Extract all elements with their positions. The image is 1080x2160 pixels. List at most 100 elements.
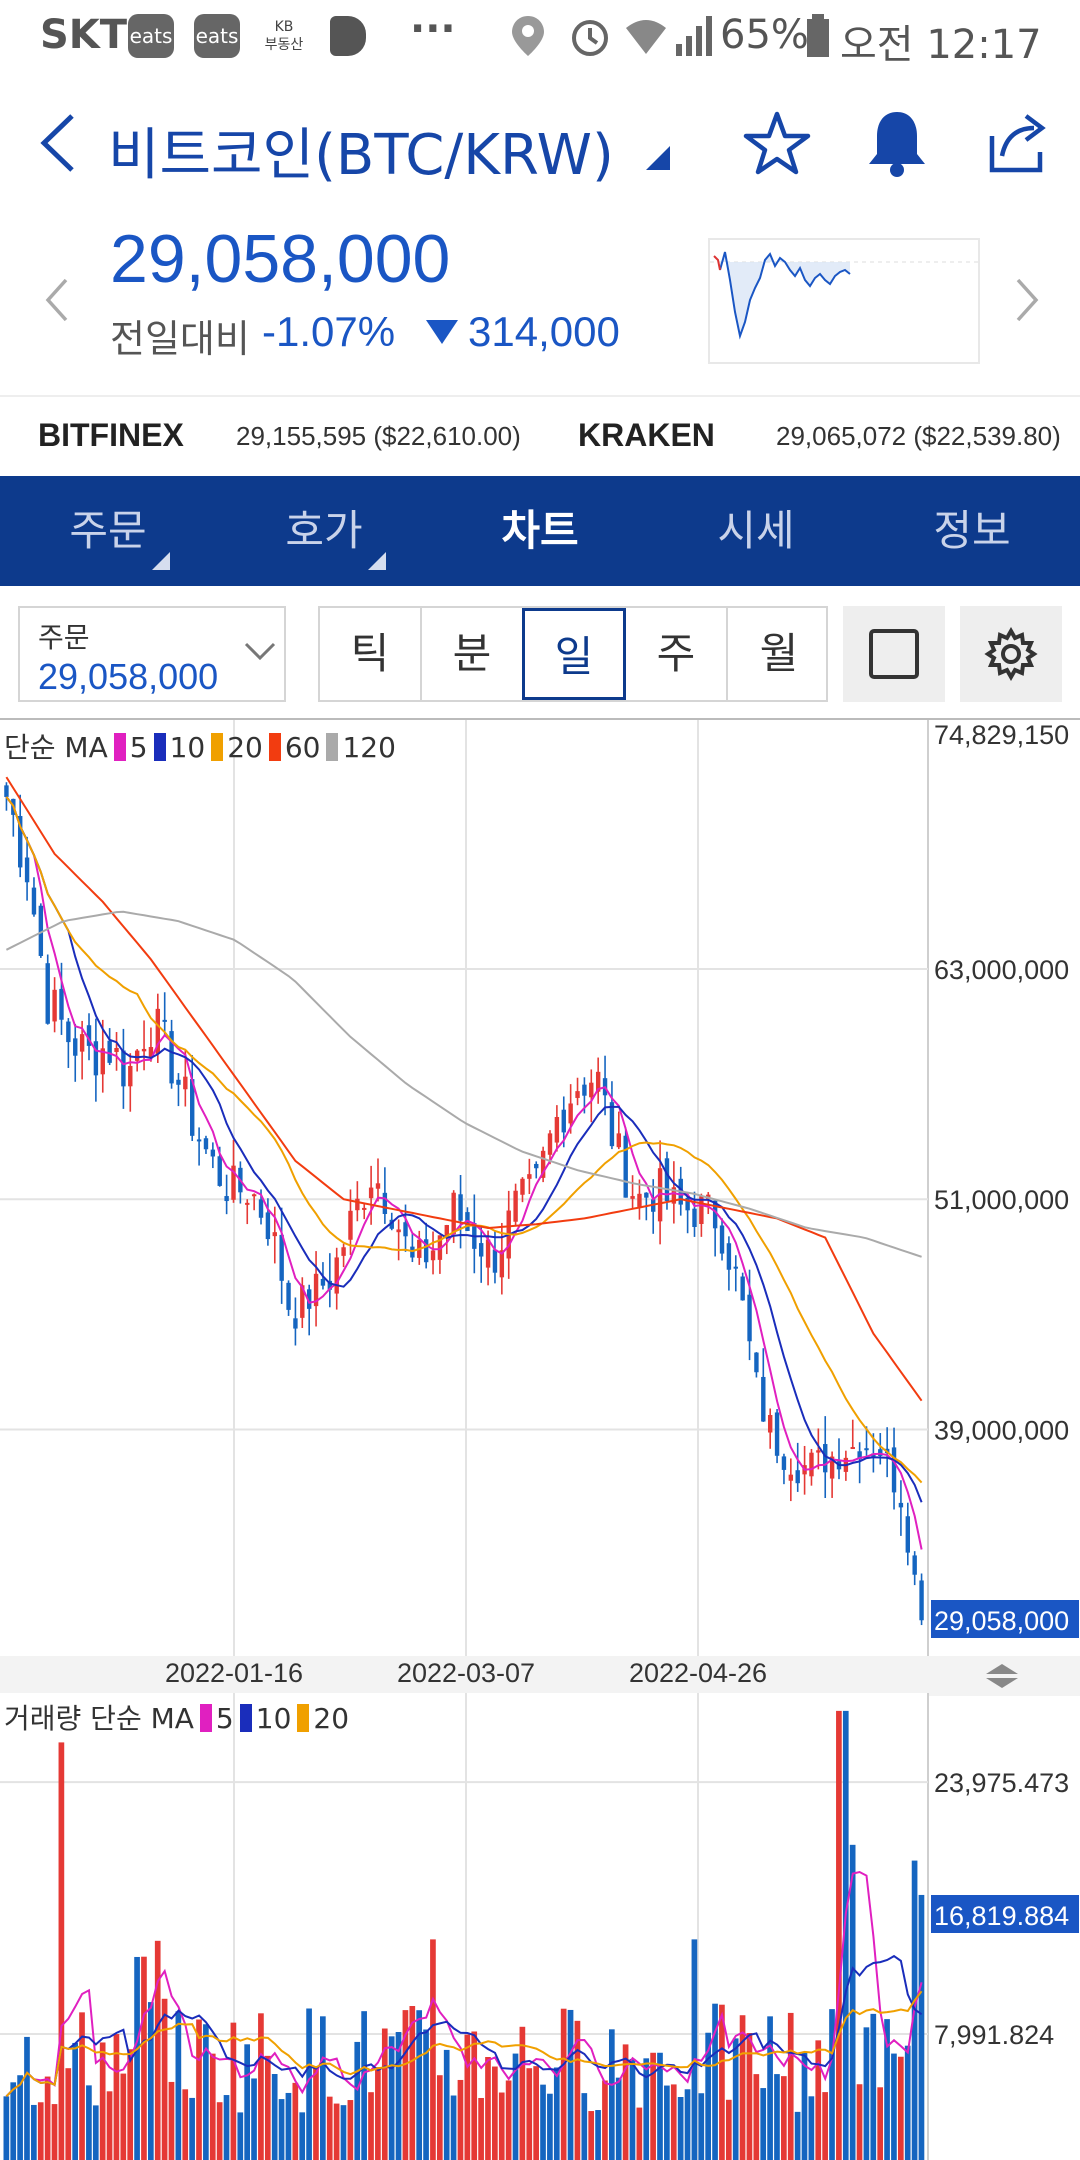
volume-bar <box>705 2032 712 2160</box>
volume-tick-label: 23,975.473 <box>934 1768 1069 1798</box>
candle-body <box>430 1250 436 1261</box>
legend-ma120: 120 <box>342 731 396 764</box>
candle-body <box>623 1135 628 1198</box>
candle-body <box>389 1219 394 1229</box>
candle-body <box>148 1047 154 1057</box>
candle-body <box>190 1079 195 1136</box>
candle-body <box>306 1289 312 1309</box>
volume-bar <box>794 2111 801 2160</box>
candle-body <box>823 1444 828 1473</box>
price-chart-canvas: 74,829,150 63,000,000 51,000,000 39,000,000… <box>0 718 1080 1658</box>
volume-chart-canvas: 23,975.473 7,991.824 16,819.884 <box>0 1693 1079 2160</box>
fullscreen-button[interactable] <box>843 606 945 702</box>
mini-chart-line <box>710 251 978 340</box>
volume-bar <box>457 2079 464 2160</box>
candle-body <box>712 1200 718 1229</box>
current-price-label: 29,058,000 <box>934 1606 1069 1636</box>
candle-body <box>4 785 9 797</box>
candle-body <box>313 1273 319 1307</box>
volume-bar <box>615 2077 622 2160</box>
volume-bar <box>340 2105 347 2160</box>
change-label: 전일대비 <box>110 317 250 361</box>
main-tabs: 주문 호가 차트 시세 정보 <box>0 476 1080 586</box>
period-month[interactable]: 월 <box>759 629 799 678</box>
period-minute[interactable]: 분 <box>422 608 524 700</box>
volume-bar <box>161 1998 168 2160</box>
battery-percent: 65% <box>720 12 809 58</box>
candle-body <box>45 963 50 1024</box>
candle-body <box>437 1235 443 1260</box>
period-tick[interactable]: 틱 <box>320 608 422 700</box>
candle-body <box>878 1449 883 1456</box>
y-tick-label: 74,829,150 <box>934 720 1069 750</box>
volume-bar <box>175 2011 182 2160</box>
share-icon[interactable] <box>984 110 1050 176</box>
next-coin-icon[interactable] <box>1014 276 1042 324</box>
candle-body <box>100 1048 105 1075</box>
candle-body <box>513 1190 518 1222</box>
volume-bar <box>196 2019 202 2160</box>
tab-info[interactable]: 정보 <box>933 506 1011 555</box>
volume-bar <box>285 2092 292 2160</box>
bell-icon[interactable] <box>864 108 930 178</box>
status-bar: SKT eats eats KB 부동산 ··· 65% 오전 12:17 <box>0 0 1080 72</box>
current-volume-label: 16,819.884 <box>934 1901 1069 1931</box>
price-chart[interactable]: 74,829,150 63,000,000 51,000,000 39,000,000… <box>0 718 1080 1658</box>
volume-bar <box>354 2041 361 2160</box>
chevron-left-icon[interactable] <box>36 110 80 176</box>
volume-bar <box>664 2085 670 2160</box>
candle-body <box>224 1196 229 1202</box>
tab-chart[interactable]: 차트 <box>501 506 579 555</box>
candle-body <box>699 1196 704 1224</box>
settings-button[interactable] <box>960 606 1062 702</box>
candle-body <box>795 1470 800 1484</box>
tab-orderbook[interactable]: 호가 <box>285 506 363 555</box>
change-amount: 314,000 <box>468 308 620 355</box>
volume-bar <box>416 2010 423 2160</box>
candle-body <box>162 1019 167 1022</box>
volume-bar <box>216 2102 223 2160</box>
volume-bar <box>31 2104 37 2160</box>
candle-body <box>664 1158 670 1202</box>
period-day[interactable]: 일 <box>522 608 626 700</box>
volume-bar <box>388 2036 395 2160</box>
tab-orderbook-menu-icon <box>368 552 386 570</box>
eats-app-icon: eats <box>128 14 174 58</box>
order-price-select[interactable]: 주문 29,058,000 <box>18 606 286 702</box>
mini-chart[interactable] <box>708 238 980 364</box>
volume-bar <box>141 1956 147 2160</box>
volume-bar <box>395 2032 402 2160</box>
carrier-label: SKT <box>40 12 128 58</box>
volume-bar <box>526 2068 533 2160</box>
period-week[interactable]: 주 <box>626 608 728 700</box>
candle-body <box>258 1199 264 1218</box>
volume-bar <box>237 2112 244 2160</box>
volume-bar <box>581 2093 588 2160</box>
date-label: 2022-01-16 <box>164 1658 304 1688</box>
candle-body <box>616 1133 622 1148</box>
page-title[interactable]: 비트코인(BTC/KRW) <box>108 123 614 188</box>
candle-body <box>382 1192 388 1214</box>
volume-bar <box>856 2084 863 2160</box>
volume-bar <box>450 2095 457 2160</box>
volume-bar <box>781 2076 787 2160</box>
candle-body <box>52 989 57 1022</box>
eats-app-icon-2: eats <box>194 14 240 58</box>
star-icon[interactable] <box>742 110 812 176</box>
y-tick-label: 51,000,000 <box>934 1185 1069 1215</box>
vol-ma5-line <box>5 1870 923 2098</box>
volume-bar <box>822 2092 828 2160</box>
y-tick-label: 39,000,000 <box>934 1415 1069 1445</box>
candle-body <box>169 1031 174 1084</box>
volume-bar <box>17 2075 23 2160</box>
volume-bar <box>801 2052 808 2160</box>
tab-order[interactable]: 주문 <box>69 506 147 555</box>
volume-bar <box>79 2012 85 2160</box>
volume-chart[interactable]: 23,975.473 7,991.824 16,819.884 거래량 단순 MA 5… <box>0 1693 1080 2160</box>
resize-handle-icon[interactable] <box>982 1660 1022 1692</box>
volume-bar <box>719 2004 725 2160</box>
tab-quotes[interactable]: 시세 <box>717 506 795 555</box>
title-dropdown-icon[interactable] <box>642 142 672 172</box>
volume-bar <box>567 2009 574 2160</box>
prev-coin-icon[interactable] <box>42 276 70 324</box>
